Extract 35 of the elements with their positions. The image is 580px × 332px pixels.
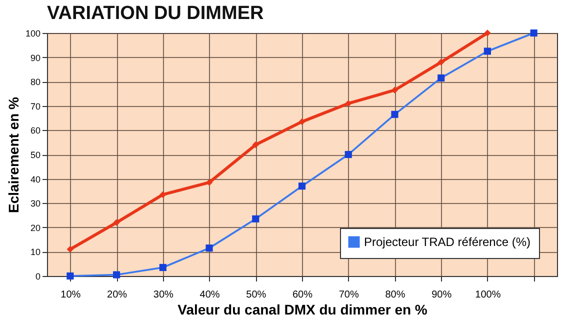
- y-tick-label: 100: [25, 28, 40, 38]
- y-axis-title: Eclairement en %: [5, 96, 22, 213]
- y-tick-label: 50: [30, 150, 40, 160]
- x-tick-label: 50%: [246, 290, 266, 300]
- x-tick-label: 60%: [292, 290, 313, 300]
- point: [113, 219, 120, 226]
- point: [298, 118, 306, 126]
- y-tick-label: 20: [30, 222, 40, 233]
- point: [391, 86, 398, 94]
- y-tick-label: 90: [30, 52, 40, 63]
- x-tick-label: 70%: [338, 290, 359, 300]
- x-axis-title: Valeur du canal DMX du dimmer en %: [178, 302, 428, 318]
- chart-title: VARIATION DU DIMMER: [47, 3, 264, 24]
- x-tick-label: 40%: [200, 290, 220, 300]
- x-tick-label: 80%: [385, 290, 406, 300]
- y-tick-label: 60: [30, 126, 40, 136]
- x-tick-label: 100%: [475, 290, 501, 300]
- point: [438, 58, 444, 66]
- x-tick-label: 30%: [153, 290, 174, 300]
- legend-label: Projecteur TRAD référence (%): [364, 235, 531, 249]
- y-tick-label: 30: [30, 198, 40, 209]
- y-tick-label: 70: [30, 101, 40, 112]
- y-tick-label: 10: [30, 247, 40, 258]
- x-tick-label: 10%: [60, 290, 81, 300]
- y-tick-label: 0: [35, 272, 40, 282]
- x-tick-label: 20%: [107, 290, 128, 300]
- point: [252, 141, 259, 148]
- point: [345, 100, 352, 107]
- point: [206, 179, 213, 186]
- point: [66, 246, 74, 253]
- point: [484, 30, 491, 36]
- y-tick-label: 80: [30, 77, 40, 88]
- point: [160, 191, 166, 198]
- x-tick-label: 90%: [432, 290, 452, 300]
- y-tick-label: 40: [30, 174, 40, 184]
